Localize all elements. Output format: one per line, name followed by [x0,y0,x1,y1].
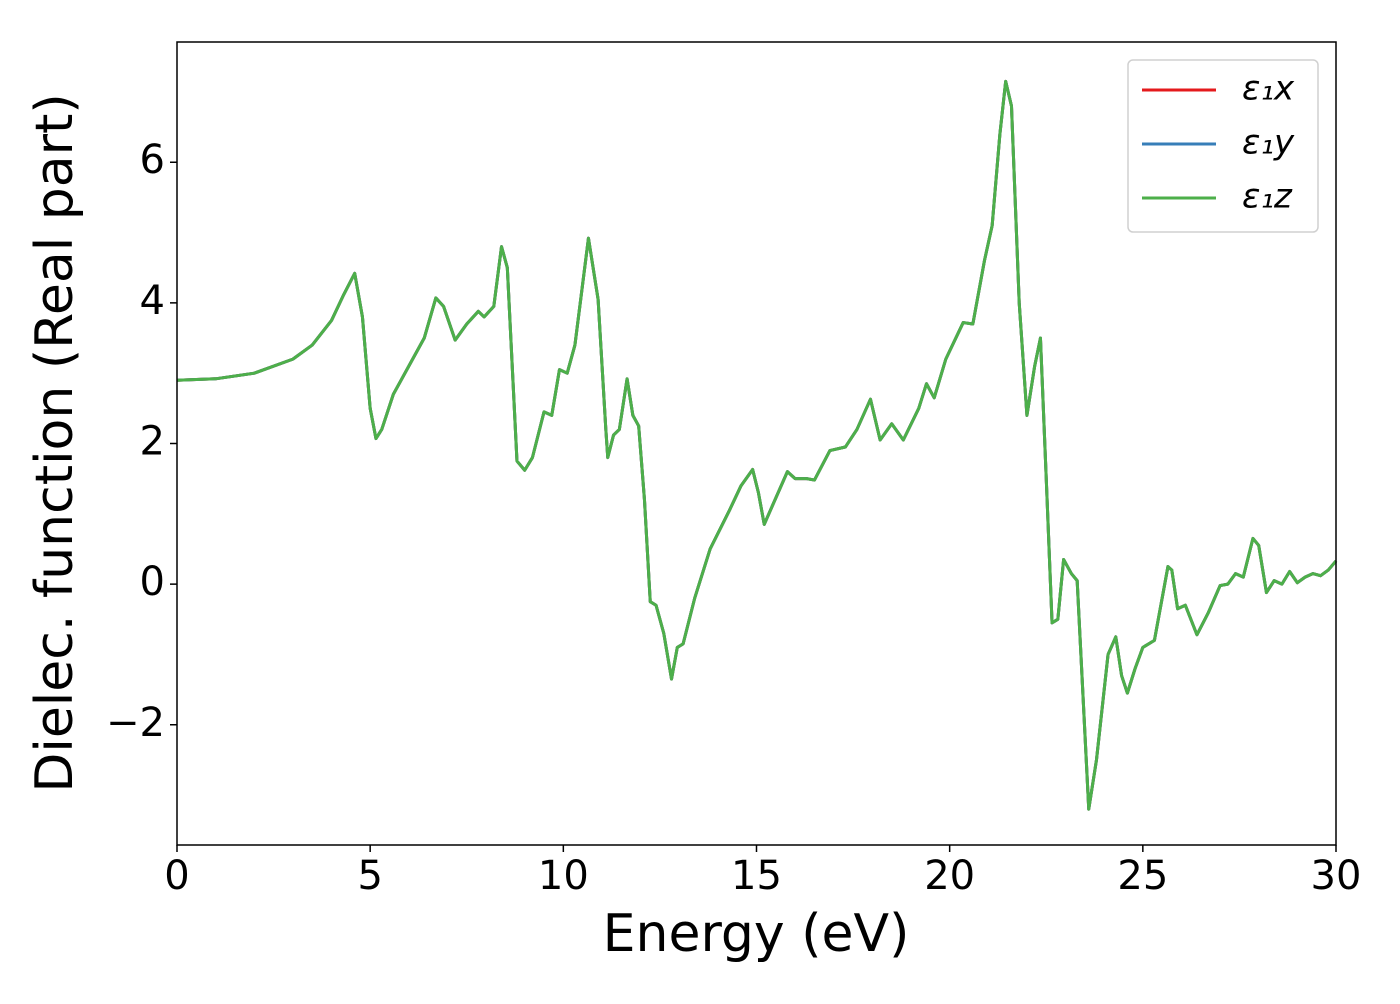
x-tick-label: 0 [164,853,189,899]
legend-label: ε₁z [1242,177,1293,217]
legend-box [1127,59,1319,233]
x-axis-label: Energy (eV) [603,904,910,964]
y-axis-label: Dielec. function (Real part) [25,93,85,792]
y-tick-label: 6 [140,137,165,183]
data-line [176,79,1338,811]
x-tick-label: 15 [731,853,782,899]
x-tick-label: 5 [357,853,382,899]
y-tick-label: 4 [140,278,165,324]
y-tick-label: 2 [140,419,165,465]
x-tick-label: 10 [538,853,589,899]
y-tick-label: 0 [140,559,165,605]
x-tick-label: 25 [1117,853,1168,899]
y-tick-label: −2 [106,700,165,746]
x-tick-label: 30 [1311,853,1362,899]
legend-label: ε₁x [1242,69,1295,109]
plot-frame [176,41,1337,846]
legend-label: ε₁y [1242,123,1295,163]
x-tick-label: 20 [924,853,975,899]
